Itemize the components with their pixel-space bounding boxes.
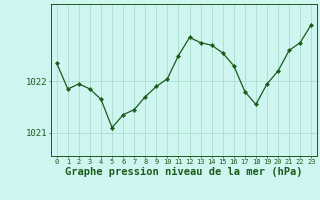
X-axis label: Graphe pression niveau de la mer (hPa): Graphe pression niveau de la mer (hPa): [65, 167, 303, 177]
